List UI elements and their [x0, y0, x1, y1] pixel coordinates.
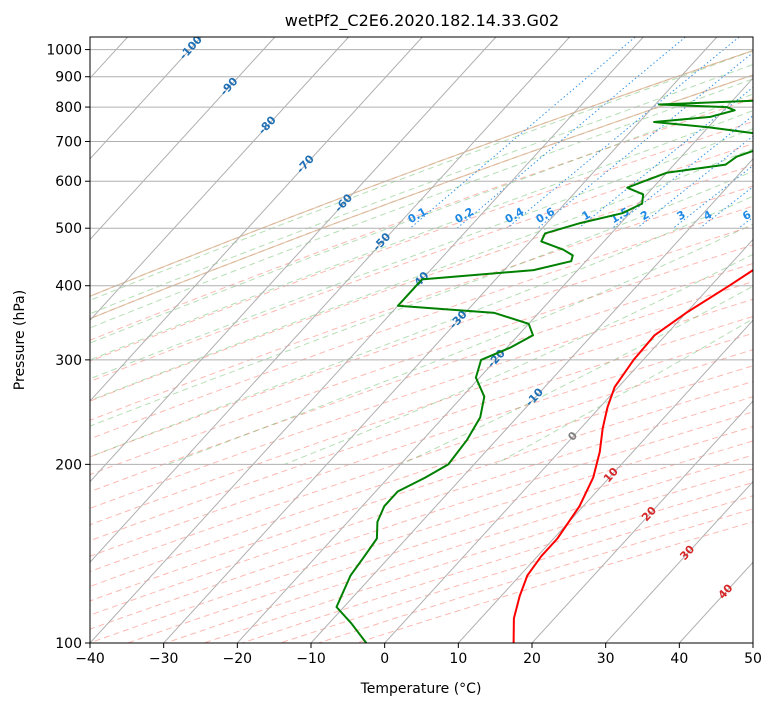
profiles [335, 99, 753, 643]
y-tick-label: 900 [55, 70, 82, 86]
dry-adiabat [90, 164, 753, 402]
y-tick-label: 100 [55, 636, 82, 652]
mixing-ratio-line [767, 37, 775, 228]
isotherm-line [310, 158, 753, 643]
dry-adiabat [90, 185, 753, 421]
isotherm-line [90, 37, 202, 160]
moist-adiabat [90, 195, 753, 458]
x-tick-label: 20 [523, 651, 541, 667]
moist-adiabat [90, 170, 753, 427]
mixing-ratio-line [456, 37, 686, 229]
moist-adiabat [90, 128, 753, 380]
mixing-ratio-labels: 0.10.20.40.611.52346810131620253036 [406, 205, 775, 226]
mixing-ratio-label: 8 [769, 208, 775, 223]
isotherm-line [90, 37, 644, 643]
x-tick-label: 50 [744, 651, 762, 667]
moist-adiabat [90, 148, 753, 402]
mixing-ratio-label: 2 [638, 208, 651, 223]
isotherm-line [90, 37, 349, 321]
moist-adiabat [90, 93, 753, 344]
isotherm-line [236, 77, 753, 643]
mixing-ratio-label: 0.1 [406, 205, 429, 226]
x-tick-label: −40 [75, 651, 105, 667]
x-tick-label: −10 [296, 651, 326, 667]
x-tick-label: 0 [380, 651, 389, 667]
y-tick-label: 500 [55, 221, 82, 237]
dry-adiabat [90, 143, 753, 382]
plot-frame [89, 36, 754, 644]
dry-adiabat [90, 50, 753, 297]
moist-adiabat [284, 253, 753, 465]
mixing-ratio-label: 3 [675, 208, 688, 223]
dewpoint-profile [335, 99, 753, 643]
background-lines [90, 37, 775, 643]
dry-adiabat [90, 315, 753, 542]
dry-adiabat [90, 262, 753, 493]
isotherm-line [90, 37, 276, 241]
x-tick-label: −30 [149, 651, 179, 667]
moist-adiabat [167, 223, 753, 465]
y-tick-label: 300 [55, 353, 82, 369]
mixing-ratio-label: 0.4 [503, 205, 527, 226]
mixing-ratio-label: 6 [740, 208, 753, 223]
isotherm-line [384, 238, 753, 643]
dry-adiabat [90, 298, 753, 526]
y-tick-label: 400 [55, 279, 82, 295]
chart-title: wetPf2_C2E6.2020.182.14.33.G02 [285, 11, 559, 31]
x-tick-label: −20 [223, 651, 253, 667]
mixing-ratio-label: 0.2 [453, 205, 476, 226]
dry-adiabat [90, 121, 753, 362]
y-tick-label: 200 [55, 457, 82, 473]
mixing-ratio-line [672, 164, 753, 229]
moist-adiabat [90, 109, 753, 361]
dry-adiabat [90, 365, 753, 587]
mixing-ratio-label: 4 [701, 208, 714, 223]
x-tick-label: 40 [670, 651, 688, 667]
moist-adiabat [400, 285, 753, 465]
dry-adiabat [90, 98, 753, 341]
reference-curve [90, 49, 753, 297]
mixing-ratio-line [537, 51, 753, 229]
reference-curve [90, 74, 753, 320]
y-tick-label: 800 [55, 100, 82, 116]
dry-adiabat [90, 349, 753, 573]
isotherm-line [531, 400, 753, 643]
isotherm-line [457, 319, 753, 643]
isotherm-line [752, 642, 753, 643]
x-tick-label: 10 [449, 651, 467, 667]
mixing-ratio-label: 0.6 [534, 205, 558, 226]
isotherm-line [90, 37, 497, 483]
dry-adiabat [90, 225, 753, 458]
y-tick-label: 600 [55, 174, 82, 190]
x-axis-label: Temperature (°C) [360, 681, 482, 697]
dry-adiabat [90, 332, 753, 557]
dry-adiabat [90, 281, 753, 509]
mixing-ratio-line [636, 135, 753, 229]
temperature-profile [512, 268, 753, 643]
dry-adiabat [90, 380, 753, 602]
x-axis: −40 −30 −20 −10 0 10 20 30 40 50 [75, 643, 762, 667]
y-tick-label: 1000 [46, 43, 82, 59]
y-axis-label: Pressure (hPa) [12, 290, 28, 390]
mixing-ratio-line [506, 37, 740, 229]
moist-adiabat [90, 50, 753, 301]
isotherm-line [163, 37, 718, 643]
dry-adiabat [90, 205, 753, 440]
dry-adiabat [90, 74, 753, 320]
dry-adiabat [90, 244, 753, 476]
y-tick-label: 700 [55, 134, 82, 150]
isotherm-line [90, 37, 423, 402]
moist-adiabat [494, 318, 753, 465]
moist-adiabat [90, 78, 753, 329]
isotherm-line [90, 37, 570, 564]
mixing-ratio-line [409, 37, 636, 229]
x-tick-label: 30 [597, 651, 615, 667]
y-axis: 100 200 300 400 500 600 700 800 900 1000 [46, 43, 90, 652]
isotherm-line [605, 480, 753, 643]
